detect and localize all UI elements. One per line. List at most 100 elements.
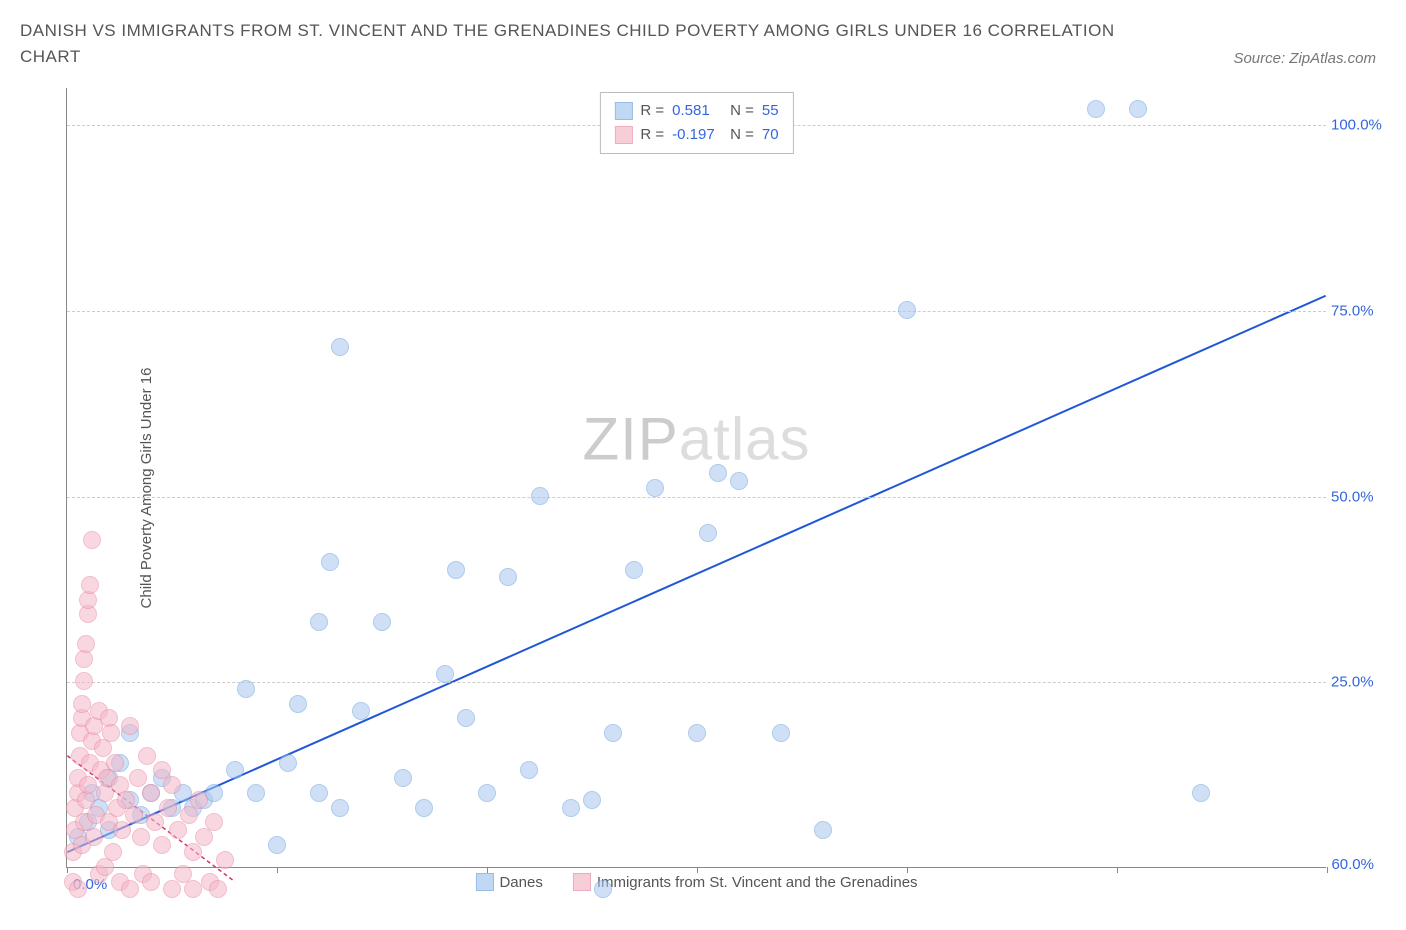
data-point [268, 836, 286, 854]
data-point [69, 880, 87, 898]
data-point [772, 724, 790, 742]
data-point [709, 464, 727, 482]
data-point [594, 880, 612, 898]
data-point [604, 724, 622, 742]
data-point [562, 799, 580, 817]
x-tick [907, 867, 908, 873]
data-point [132, 828, 150, 846]
data-point [699, 524, 717, 542]
data-point [125, 806, 143, 824]
data-point [499, 568, 517, 586]
data-point [625, 561, 643, 579]
n-value: 55 [762, 99, 779, 123]
data-point [226, 761, 244, 779]
legend-bottom-item: Immigrants from St. Vincent and the Gren… [573, 873, 918, 891]
legend-bottom: Danes Immigrants from St. Vincent and the… [475, 873, 917, 891]
plot-area: ZIPatlas R =0.581N =55R =-0.197N =70 Dan… [66, 88, 1326, 868]
data-point [142, 784, 160, 802]
data-point [1129, 100, 1147, 118]
data-point [129, 769, 147, 787]
data-point [184, 880, 202, 898]
legend-stats-row: R =0.581N =55 [614, 99, 778, 123]
data-point [352, 702, 370, 720]
data-point [180, 806, 198, 824]
data-point [310, 613, 328, 631]
x-tick [67, 867, 68, 873]
data-point [331, 338, 349, 356]
data-point [195, 828, 213, 846]
data-point [447, 561, 465, 579]
data-point [209, 880, 227, 898]
legend-swatch [573, 873, 591, 891]
legend-swatch [614, 102, 632, 120]
data-point [583, 791, 601, 809]
data-point [331, 799, 349, 817]
gridline-h [67, 497, 1326, 498]
data-point [688, 724, 706, 742]
data-point [75, 672, 93, 690]
data-point [169, 821, 187, 839]
x-tick [1117, 867, 1118, 873]
data-point [321, 553, 339, 571]
data-point [146, 813, 164, 831]
data-point [121, 717, 139, 735]
n-label: N = [730, 99, 754, 123]
trend-line [67, 296, 1325, 852]
data-point [646, 479, 664, 497]
data-point [104, 843, 122, 861]
data-point [373, 613, 391, 631]
data-point [190, 791, 208, 809]
data-point [898, 301, 916, 319]
n-label: N = [730, 123, 754, 147]
data-point [83, 531, 101, 549]
data-point [415, 799, 433, 817]
y-tick-label: 100.0% [1331, 117, 1381, 134]
data-point [205, 813, 223, 831]
data-point [113, 821, 131, 839]
trend-lines [67, 88, 1326, 867]
legend-swatch [614, 126, 632, 144]
gridline-h [67, 682, 1326, 683]
data-point [436, 665, 454, 683]
data-point [138, 747, 156, 765]
data-point [216, 851, 234, 869]
n-value: 70 [762, 123, 779, 147]
data-point [1087, 100, 1105, 118]
data-point [163, 880, 181, 898]
watermark: ZIPatlas [582, 404, 810, 473]
data-point [237, 680, 255, 698]
r-label: R = [640, 99, 664, 123]
r-value: -0.197 [672, 123, 722, 147]
legend-label: Immigrants from St. Vincent and the Gren… [597, 874, 918, 891]
y-tick-label: 25.0% [1331, 674, 1381, 691]
data-point [247, 784, 265, 802]
data-point [77, 635, 95, 653]
legend-label: Danes [499, 874, 542, 891]
data-point [279, 754, 297, 772]
data-point [457, 709, 475, 727]
data-point [478, 784, 496, 802]
data-point [79, 776, 97, 794]
data-point [289, 695, 307, 713]
data-point [159, 799, 177, 817]
watermark-rest: atlas [679, 405, 811, 472]
x-tick-label-last: 60.0% [1331, 856, 1374, 873]
legend-stats-row: R =-0.197N =70 [614, 123, 778, 147]
chart-container: Child Poverty Among Girls Under 16 ZIPat… [48, 88, 1378, 888]
chart-title: DANISH VS IMMIGRANTS FROM ST. VINCENT AN… [20, 18, 1140, 69]
data-point [310, 784, 328, 802]
legend-bottom-item: Danes [475, 873, 542, 891]
data-point [121, 880, 139, 898]
data-point [394, 769, 412, 787]
legend-stats-box: R =0.581N =55R =-0.197N =70 [599, 92, 793, 154]
data-point [520, 761, 538, 779]
data-point [142, 873, 160, 891]
watermark-zip: ZIP [582, 405, 678, 472]
data-point [85, 828, 103, 846]
data-point [73, 695, 91, 713]
data-point [153, 836, 171, 854]
data-point [531, 487, 549, 505]
y-tick-label: 75.0% [1331, 302, 1381, 319]
data-point [730, 472, 748, 490]
gridline-h [67, 311, 1326, 312]
